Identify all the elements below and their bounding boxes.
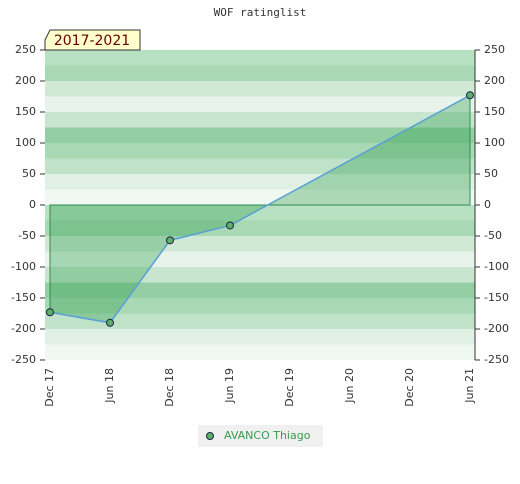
band (45, 189, 475, 205)
band (45, 65, 475, 81)
y2-tick-label: -100 (484, 260, 509, 273)
y-tick-label: 250 (15, 43, 36, 56)
y2-tick-label: 200 (484, 74, 505, 87)
band (45, 313, 475, 329)
band (45, 174, 475, 190)
x-tick-label: Jun 21 (463, 368, 476, 404)
y2-tick-label: -50 (484, 229, 502, 242)
y2-tick-label: 50 (484, 167, 498, 180)
y-tick-label: -150 (11, 291, 36, 304)
y2-tick-label: 100 (484, 136, 505, 149)
band (45, 112, 475, 128)
y2-tick-label: -250 (484, 353, 509, 366)
y-tick-label: 50 (22, 167, 36, 180)
band (45, 81, 475, 97)
y2-tick-label: 0 (484, 198, 491, 211)
band (45, 158, 475, 174)
x-tick-label: Jun 19 (223, 368, 236, 404)
y-tick-label: -250 (11, 353, 36, 366)
band (45, 220, 475, 236)
band (45, 96, 475, 112)
legend (198, 425, 323, 447)
y2-tick-label: 250 (484, 43, 505, 56)
band (45, 205, 475, 221)
y2-tick-label: -150 (484, 291, 509, 304)
marker (466, 91, 474, 100)
y-tick-label: 150 (15, 105, 36, 118)
band (45, 344, 475, 360)
marker (106, 318, 114, 327)
band (45, 282, 475, 298)
marker (166, 236, 174, 245)
y-tick-label: -200 (11, 322, 36, 335)
marker (46, 308, 54, 317)
band (45, 127, 475, 143)
band (45, 298, 475, 314)
legend-marker (206, 432, 214, 440)
x-tick-label: Jun 20 (343, 368, 356, 404)
y-tick-label: 200 (15, 74, 36, 87)
annotation: 2017-2021 (54, 33, 130, 49)
x-tick-label: Dec 18 (163, 368, 176, 407)
y-tick-label: 0 (29, 198, 36, 211)
band (45, 329, 475, 345)
x-tick-label: Dec 20 (403, 368, 416, 407)
legend-label: AVANCO Thiago (224, 429, 311, 442)
x-tick-label: Jun 18 (103, 368, 116, 404)
marker (226, 221, 234, 230)
y-tick-label: 100 (15, 136, 36, 149)
chart-title: WOF ratinglist (214, 6, 307, 19)
y-tick-label: -100 (11, 260, 36, 273)
y2-tick-label: -200 (484, 322, 509, 335)
y2-tick-label: 150 (484, 105, 505, 118)
band (45, 236, 475, 252)
band (45, 50, 475, 66)
y-tick-label: -50 (18, 229, 36, 242)
annotation-box (44, 29, 141, 51)
band (45, 267, 475, 283)
x-tick-label: Dec 17 (43, 368, 56, 407)
x-tick-label: Dec 19 (283, 368, 296, 407)
band (45, 143, 475, 159)
